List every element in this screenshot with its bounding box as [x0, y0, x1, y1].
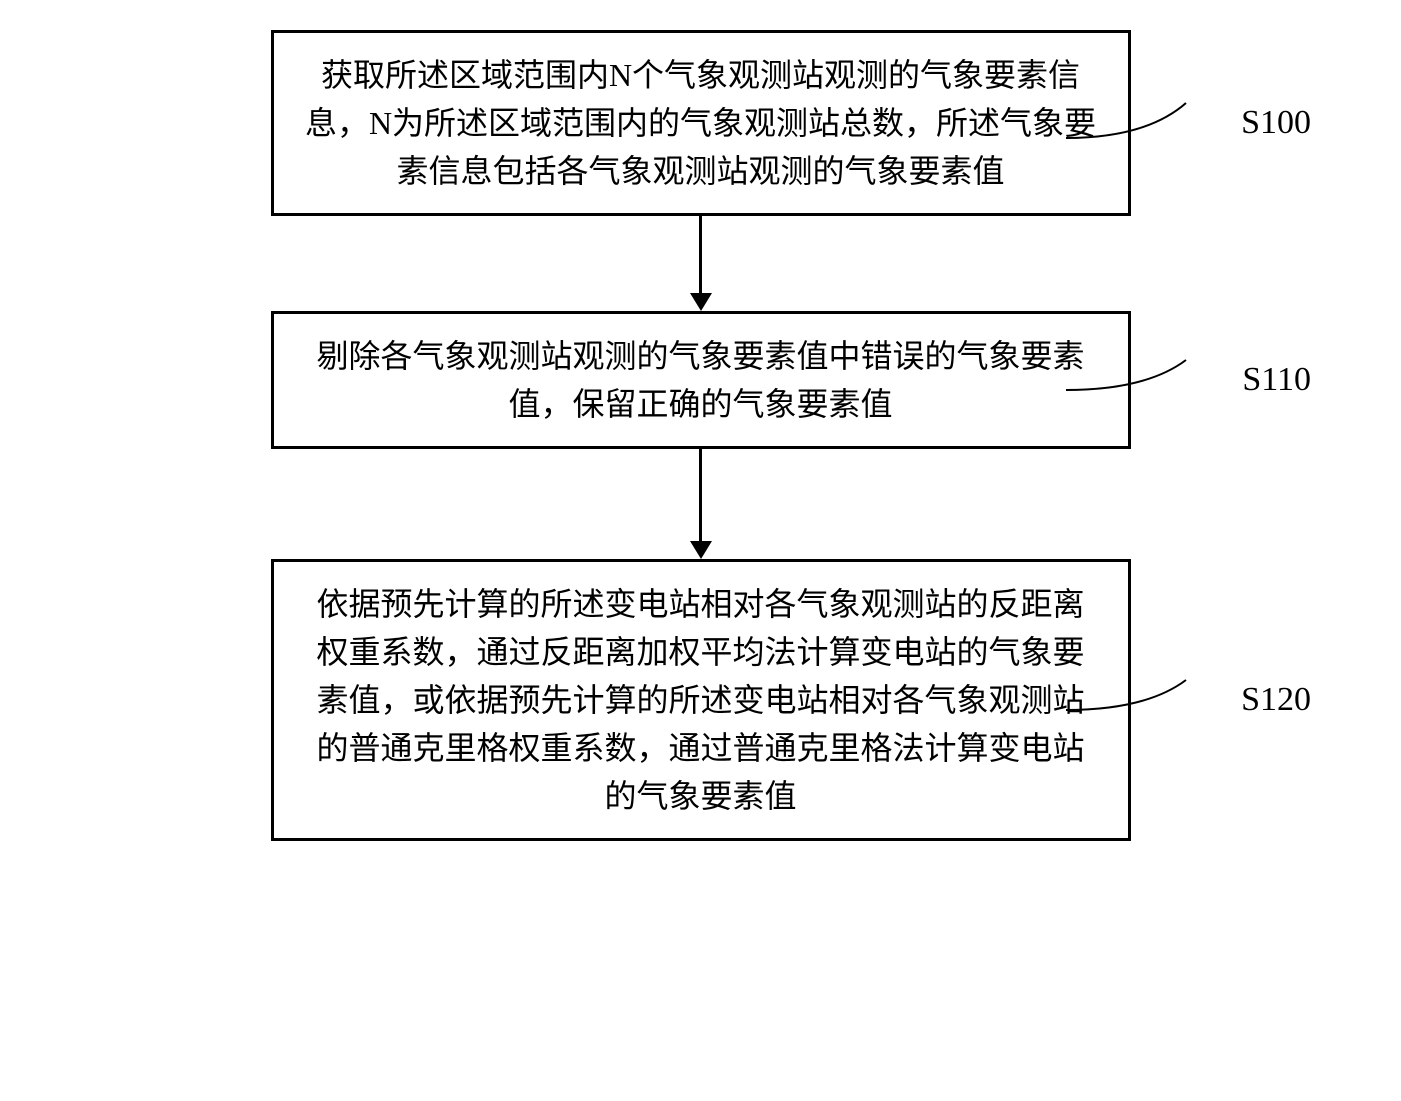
arrow-head-icon: [690, 541, 712, 559]
flowchart-row-1: 剔除各气象观测站观测的气象要素值中错误的气象要素值，保留正确的气象要素值 S11…: [0, 311, 1401, 449]
arrow-line: [699, 216, 702, 293]
flowchart-node-s110: 剔除各气象观测站观测的气象要素值中错误的气象要素值，保留正确的气象要素值: [271, 311, 1131, 449]
node-label-s100: S100: [1241, 104, 1311, 142]
node-text: 依据预先计算的所述变电站相对各气象观测站的反距离权重系数，通过反距离加权平均法计…: [316, 586, 1084, 814]
node-text: 剔除各气象观测站观测的气象要素值中错误的气象要素值，保留正确的气象要素值: [316, 338, 1084, 422]
node-label-s120: S120: [1241, 681, 1311, 719]
arrow-head-icon: [690, 293, 712, 311]
flowchart-row-0: 获取所述区域范围内N个气象观测站观测的气象要素信息，N为所述区域范围内的气象观测…: [0, 30, 1401, 216]
connector-curve-0: [1066, 83, 1226, 163]
flowchart-row-2: 依据预先计算的所述变电站相对各气象观测站的反距离权重系数，通过反距离加权平均法计…: [0, 559, 1401, 841]
connector-curve-1: [1066, 340, 1226, 420]
arrow-line: [699, 449, 702, 541]
arrow-0: [690, 216, 712, 311]
node-label-s110: S110: [1242, 361, 1311, 399]
arrow-1: [690, 449, 712, 559]
connector-curve-2: [1066, 660, 1226, 740]
flowchart-node-s100: 获取所述区域范围内N个气象观测站观测的气象要素信息，N为所述区域范围内的气象观测…: [271, 30, 1131, 216]
node-text: 获取所述区域范围内N个气象观测站观测的气象要素信息，N为所述区域范围内的气象观测…: [305, 57, 1096, 189]
flowchart-container: 获取所述区域范围内N个气象观测站观测的气象要素信息，N为所述区域范围内的气象观测…: [0, 30, 1401, 841]
flowchart-node-s120: 依据预先计算的所述变电站相对各气象观测站的反距离权重系数，通过反距离加权平均法计…: [271, 559, 1131, 841]
